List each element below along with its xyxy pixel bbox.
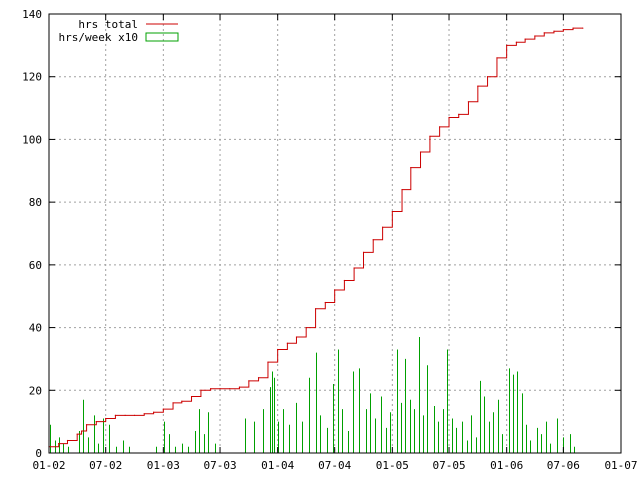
axis-ticks [48,13,622,454]
total-point [257,377,260,379]
total-point [496,57,498,59]
total-point [391,210,393,213]
total-point [314,308,317,310]
x-tick-label: 07-03 [203,459,236,472]
total-point [515,41,517,43]
series-hrs-total [48,27,584,448]
x-tick-label: 07-05 [432,459,465,472]
total-point [372,239,374,241]
total-point [439,126,441,128]
total-point [343,279,345,282]
total-point [458,113,460,115]
total-point [248,380,250,382]
x-tick-label: 07-06 [547,459,580,472]
x-tick-label: 01-03 [147,459,180,472]
y-tick-label: 20 [29,384,42,397]
total-point [277,348,279,351]
total-point [524,38,526,40]
total-point [190,395,193,398]
total-point [181,400,183,402]
total-point [382,226,384,228]
total-point [153,411,155,413]
total-point [267,361,269,363]
total-point [238,386,241,388]
total-point [401,189,403,191]
x-tick-label: 01-07 [604,459,637,472]
y-tick-label: 100 [22,133,42,146]
x-tick-label: 01-05 [376,459,409,472]
x-axis-labels: 01-02 07-02 01-03 07-03 01-04 07-04 01-05 07-05… [32,459,637,472]
total-point [429,135,431,137]
total-point [543,32,545,34]
legend-label-total: hrs total [78,18,138,31]
total-point [85,424,88,426]
total-point [114,414,117,416]
total-point [229,388,231,390]
y-tick-label: 80 [29,196,42,209]
y-tick-label: 0 [35,447,42,460]
legend: hrs total hrs/week x10 [59,18,179,44]
x-tick-label: 07-02 [89,459,122,472]
total-point [553,30,555,32]
total-point [133,414,136,416]
total-point [506,44,508,46]
total-point [486,76,489,78]
total-point [66,439,69,442]
total-point [324,301,326,304]
total-point [362,251,365,253]
total-point [582,27,584,29]
total-point [210,388,212,390]
total-point [410,167,412,169]
total-point [162,408,164,410]
total-step-line [49,27,583,448]
y-tick-label: 40 [29,322,42,335]
total-point [200,389,202,391]
total-point [534,35,536,37]
y-axis-labels: 0 20 40 60 80 100 120 140 [22,8,42,460]
x-tick-label: 01-06 [490,459,523,472]
total-point [58,442,60,445]
total-point [334,289,336,291]
y-tick-label: 120 [22,71,42,84]
total-point [286,342,288,344]
total-point [95,421,97,423]
total-point [143,413,145,415]
total-point [295,336,298,338]
total-point [572,27,574,29]
total-point [124,414,126,416]
total-point [105,417,107,420]
x-tick-label: 01-02 [32,459,65,472]
total-point [448,116,450,119]
total-point [219,388,221,390]
total-point [353,267,355,269]
total-point [562,29,564,31]
total-point [467,101,470,103]
grid [49,14,621,453]
total-point [172,402,174,404]
x-tick-label: 07-04 [318,459,351,472]
total-point [477,85,479,87]
y-tick-label: 140 [22,8,42,21]
legend-label-weekly: hrs/week x10 [59,31,138,44]
total-point [80,430,83,432]
series-hrs-week [50,336,575,453]
total-point [76,433,78,435]
total-point [305,326,307,329]
y-tick-label: 60 [29,259,42,272]
total-point [419,151,422,153]
legend-swatch-weekly [145,32,179,42]
x-tick-label: 01-04 [261,459,294,472]
